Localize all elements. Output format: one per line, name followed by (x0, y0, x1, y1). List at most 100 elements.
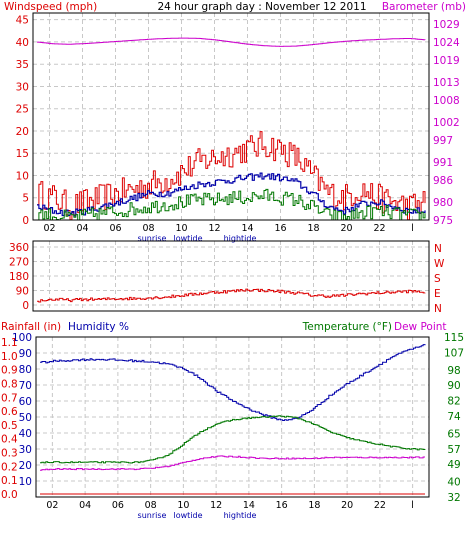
panel1-x-tick: 20 (340, 223, 352, 234)
panel2-compass-tick: E (434, 288, 441, 300)
panel3-temperature-tick: 57 (447, 444, 460, 456)
panel3-x-tick: 12 (210, 500, 222, 511)
panel1-right-label: Barometer (mb) (382, 1, 466, 13)
panel3-temperature-tick: 107 (444, 347, 464, 359)
panel1-right-tick: 1029 (433, 19, 460, 31)
panel3-temperature-line (40, 415, 426, 464)
panel3-x-tick: 16 (276, 500, 288, 511)
panel3-annotation: hightide (224, 511, 257, 520)
panel3-temperature-tick: 40 (447, 477, 460, 489)
panel3-x-tick: 08 (145, 500, 157, 511)
panel1-frame (32, 12, 430, 221)
panel1-x-tick: 02 (43, 223, 55, 234)
panel2-compass-tick: N (434, 243, 442, 255)
panel1-x-tick: l (411, 223, 414, 234)
panel3-rain-tick: 0.6 (1, 406, 18, 418)
panel1-x-tick: 18 (307, 223, 319, 234)
panel3-rain-tick: 0.5 (1, 420, 18, 432)
panel3-rain-tick: 0.0 (1, 489, 18, 501)
panel1-right-tick: 1002 (433, 117, 460, 129)
panel3-rain-tick: 1.0 (1, 351, 18, 363)
panel3-temperature-tick: 90 (447, 380, 460, 392)
panel3-frame (35, 336, 430, 498)
panel1-left-tick: 5 (22, 193, 29, 205)
panel3-humidity-tick: 10 (19, 476, 32, 488)
panel3-temperature-tick: 82 (447, 396, 460, 408)
panel1-barometer-line (37, 37, 426, 47)
panel1-ticks: 0510152025303540459759809869919971002100… (16, 15, 460, 243)
panel3-x-tick: 20 (341, 500, 353, 511)
panel3-rain-tick: 0.3 (1, 448, 18, 460)
panel3-humidity-tick: 100 (12, 332, 32, 344)
panel3-humidity-tick: 80 (19, 364, 32, 376)
panel3-x-tick: 04 (79, 500, 91, 511)
panel1-lull-line (37, 188, 426, 221)
panel2-compass-tick: W (434, 258, 445, 270)
panel2-series (37, 288, 426, 303)
panel3-x-tick: 14 (243, 500, 255, 511)
panel3-rain-tick: 0.9 (1, 365, 18, 377)
panel3-rain-tick: 0.1 (1, 475, 18, 487)
panel3-humidity-tick: 60 (19, 396, 32, 408)
panel2-left-tick: 0 (22, 300, 29, 312)
panel2-left-tick: 270 (9, 257, 29, 269)
panel3-dewpoint-label: Dew Point (394, 321, 447, 333)
panel3-temperature-tick: 49 (447, 459, 460, 471)
panel1-gust-line (37, 131, 426, 221)
panel1-left-tick: 45 (16, 15, 29, 27)
panel1-series (37, 37, 426, 221)
panel3-rain-tick: 0.2 (1, 461, 18, 473)
panel1-left-tick: 25 (16, 104, 29, 116)
panel2-wind-direction-line (37, 288, 426, 303)
panel1-right-tick: 986 (433, 175, 453, 187)
panel1-left-tick: 30 (16, 81, 29, 93)
panel1-grid (33, 13, 429, 220)
panel1-right-tick: 1019 (433, 55, 460, 67)
panel3-rain-tick: 0.7 (1, 392, 18, 404)
panel1-x-tick: 10 (175, 223, 187, 234)
panel1-x-tick: 12 (208, 223, 220, 234)
panel2-left-tick: 90 (16, 286, 29, 298)
panel1-annotation: sunrise (138, 234, 167, 243)
panel3-x-tick: l (411, 500, 414, 511)
panel1-x-tick: 06 (109, 223, 121, 234)
panel3-humidity-tick: 40 (19, 428, 32, 440)
panel3-series (40, 344, 426, 495)
panel3-grid (36, 336, 429, 497)
panel3-temperature-tick: 98 (447, 365, 460, 377)
panel1-right-tick: 1013 (433, 77, 460, 89)
panel3-x-tick: 06 (112, 500, 124, 511)
panel2-compass-tick: N (434, 303, 442, 315)
panel3-temperature-tick: 74 (447, 411, 461, 423)
panel3-dew_point-line (40, 455, 425, 471)
panel3-temperature-tick: 65 (447, 428, 460, 440)
panel1-right-tick: 991 (433, 157, 453, 169)
panel3-x-tick: 18 (308, 500, 320, 511)
panel3-rain-tick: 0.4 (1, 434, 18, 446)
panel3-temperature-tick: 32 (447, 492, 460, 504)
panel3-x-tick: 02 (46, 500, 58, 511)
panel2-left-tick: 180 (9, 271, 29, 283)
panel1-x-tick: 14 (241, 223, 253, 234)
panel3-x-tick: 10 (177, 500, 189, 511)
panel3-annotation: sunrise (138, 511, 167, 520)
panel3-x-tick: 22 (374, 500, 386, 511)
panel1-right-tick: 980 (433, 197, 453, 209)
panel1-average-line (37, 172, 426, 217)
panel1-left-label: Windspeed (mph) (4, 1, 97, 13)
panel3-rain-tick: 0.8 (1, 378, 18, 390)
panel2-left-tick: 360 (9, 242, 29, 254)
panel1-left-tick: 0 (22, 215, 29, 227)
panel3-temperature-tick: 115 (444, 332, 464, 344)
chart-title: 24 hour graph day : November 12 2011 (157, 1, 366, 13)
panel2-frame (32, 240, 430, 312)
panel1-x-tick: 16 (274, 223, 286, 234)
panel3-humidity-tick: 30 (19, 444, 32, 456)
panel1-x-tick: 04 (76, 223, 88, 234)
panel3-humidity-label: Humidity % (68, 321, 129, 333)
panel1-right-tick: 1024 (433, 37, 460, 49)
